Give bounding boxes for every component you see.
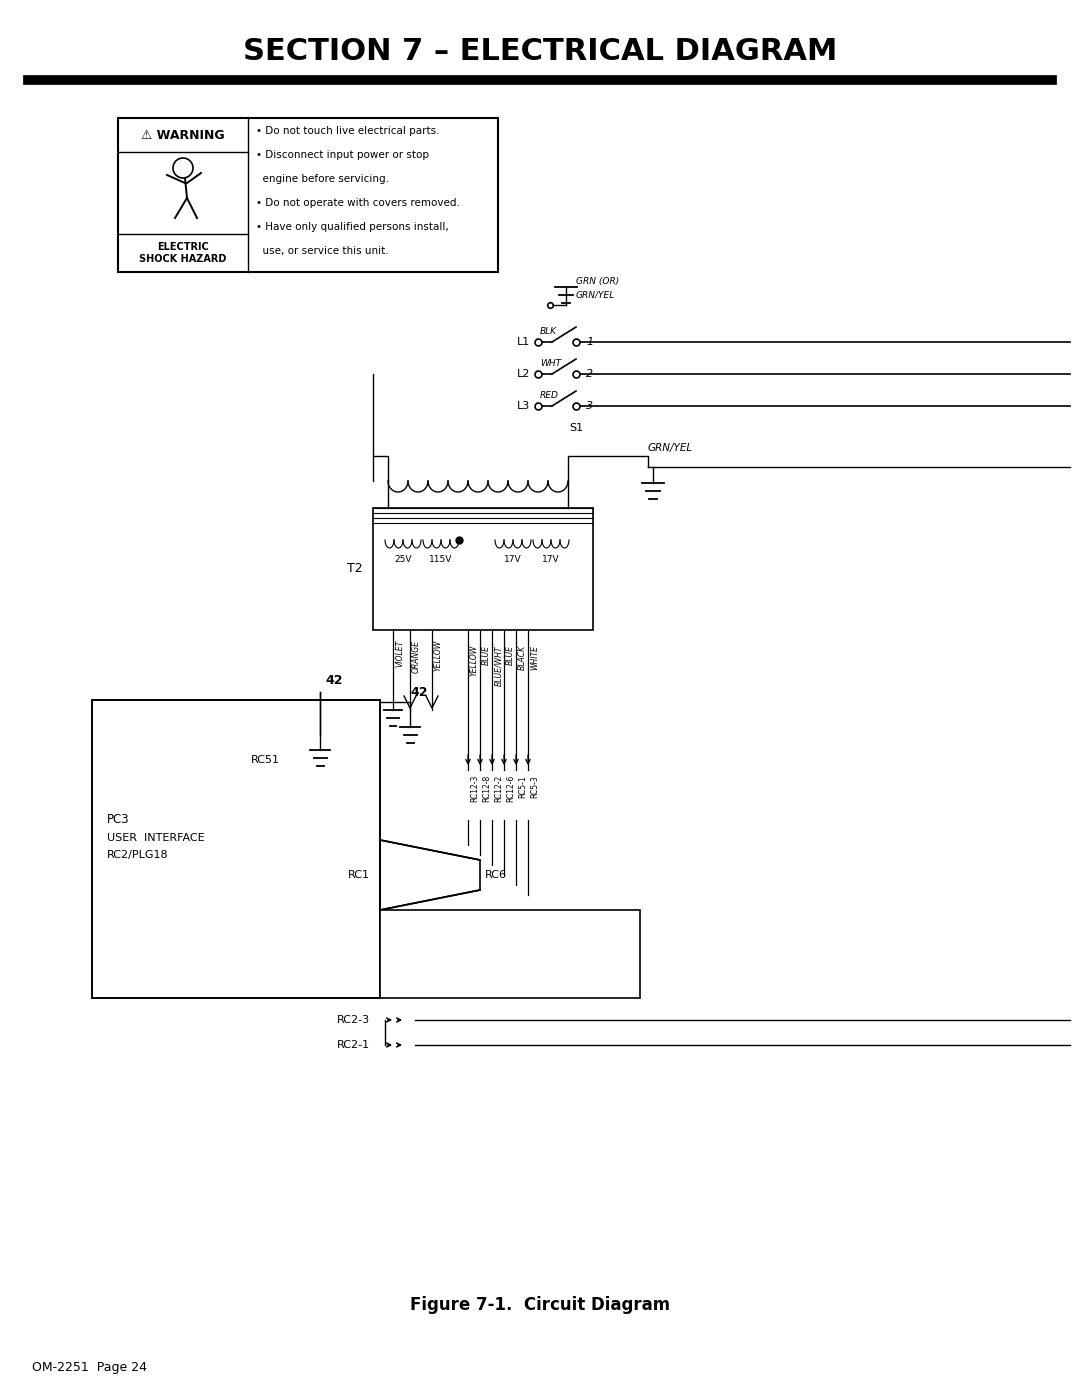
Text: 17V: 17V <box>504 555 522 564</box>
Text: L3: L3 <box>516 401 530 411</box>
Text: VIOLET: VIOLET <box>395 640 404 668</box>
Text: RED: RED <box>540 391 558 400</box>
Bar <box>373 509 593 630</box>
Text: YELLOW: YELLOW <box>470 645 480 676</box>
Text: L2: L2 <box>516 369 530 379</box>
Text: BLK: BLK <box>540 327 557 337</box>
Text: GRN/YEL: GRN/YEL <box>576 291 616 300</box>
Text: PC3: PC3 <box>107 813 130 826</box>
Text: RC12-2: RC12-2 <box>494 775 503 802</box>
Text: 2: 2 <box>586 369 593 379</box>
Text: • Do not operate with covers removed.: • Do not operate with covers removed. <box>256 198 460 208</box>
Text: ELECTRIC
SHOCK HAZARD: ELECTRIC SHOCK HAZARD <box>139 242 227 264</box>
Text: GRN/YEL: GRN/YEL <box>648 443 693 453</box>
Text: BLUE: BLUE <box>507 645 515 665</box>
Text: BLACK: BLACK <box>518 645 527 671</box>
Text: RC51: RC51 <box>251 754 280 766</box>
Text: RC5-1: RC5-1 <box>518 775 527 798</box>
Bar <box>118 117 498 272</box>
Text: RC12-8: RC12-8 <box>482 775 491 802</box>
Text: 115V: 115V <box>430 555 453 564</box>
Text: RC5-3: RC5-3 <box>530 775 539 798</box>
Text: 1: 1 <box>586 337 593 346</box>
Text: RC1: RC1 <box>348 870 370 880</box>
Text: RC2-3: RC2-3 <box>337 1016 370 1025</box>
Text: ORANGE: ORANGE <box>411 640 421 673</box>
Text: GRN (OR): GRN (OR) <box>576 277 619 286</box>
Text: T2: T2 <box>348 563 363 576</box>
Text: L1: L1 <box>516 337 530 346</box>
Text: 42: 42 <box>325 673 342 687</box>
Text: 3: 3 <box>586 401 593 411</box>
Text: RC2-1: RC2-1 <box>337 1039 370 1051</box>
Text: 17V: 17V <box>542 555 559 564</box>
Text: • Have only qualified persons install,: • Have only qualified persons install, <box>256 222 449 232</box>
Text: WHT: WHT <box>540 359 562 367</box>
Text: 42: 42 <box>410 686 428 698</box>
Text: BLUE/WHT: BLUE/WHT <box>494 645 503 686</box>
Text: RC12-6: RC12-6 <box>507 775 515 802</box>
Text: WHITE: WHITE <box>530 645 539 671</box>
Text: YELLOW: YELLOW <box>434 640 443 671</box>
Text: Figure 7-1.  Circuit Diagram: Figure 7-1. Circuit Diagram <box>410 1296 670 1315</box>
Text: RC6: RC6 <box>485 870 507 880</box>
Text: OM-2251  Page 24: OM-2251 Page 24 <box>32 1362 147 1375</box>
Text: RC2/PLG18: RC2/PLG18 <box>107 849 168 861</box>
Text: 25V: 25V <box>394 555 411 564</box>
Text: use, or service this unit.: use, or service this unit. <box>256 246 389 256</box>
Text: engine before servicing.: engine before servicing. <box>256 175 389 184</box>
Text: USER  INTERFACE: USER INTERFACE <box>107 833 204 842</box>
Bar <box>92 700 380 997</box>
Text: SECTION 7 – ELECTRICAL DIAGRAM: SECTION 7 – ELECTRICAL DIAGRAM <box>243 38 837 67</box>
Text: ⚠ WARNING: ⚠ WARNING <box>141 129 225 141</box>
Text: S1: S1 <box>569 423 583 433</box>
Text: • Do not touch live electrical parts.: • Do not touch live electrical parts. <box>256 126 440 136</box>
Text: RC12-3: RC12-3 <box>470 775 480 802</box>
Text: • Disconnect input power or stop: • Disconnect input power or stop <box>256 149 429 161</box>
Bar <box>380 909 640 997</box>
Text: BLUE: BLUE <box>482 645 491 665</box>
